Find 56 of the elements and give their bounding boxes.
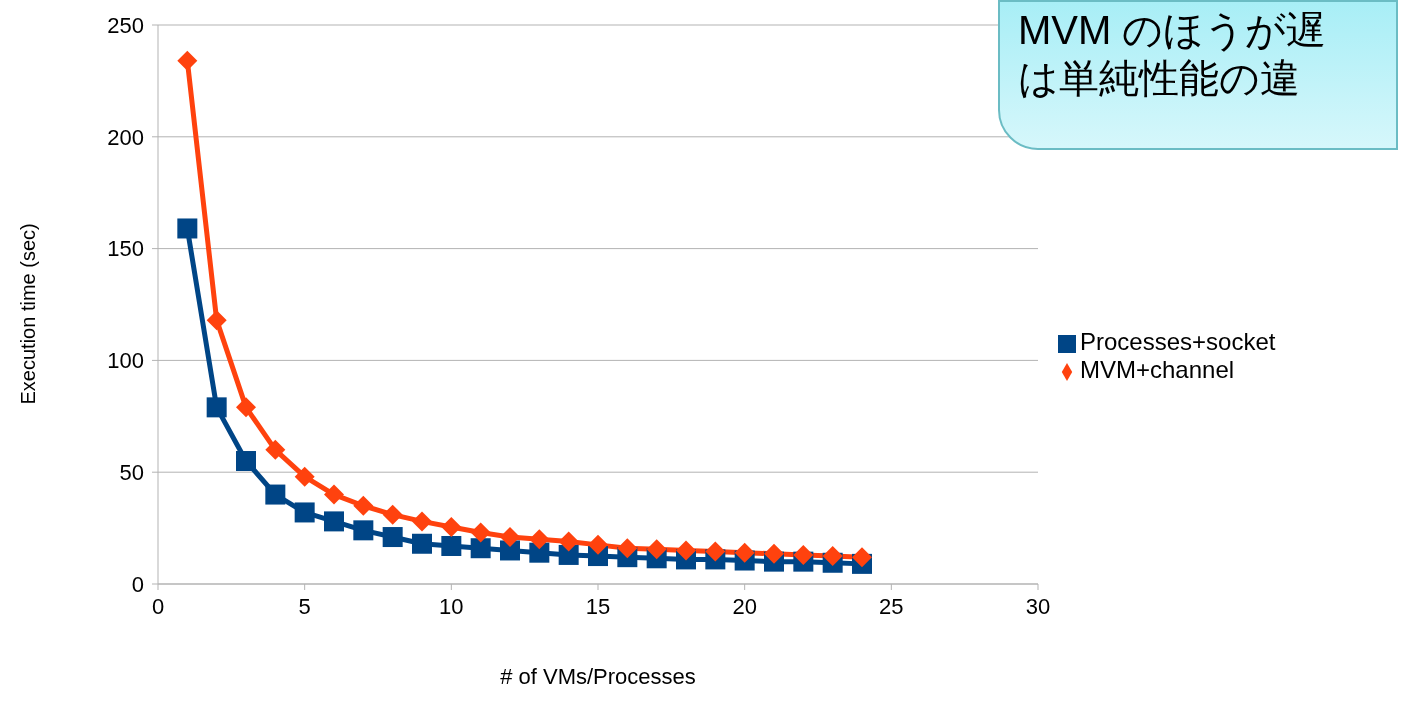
point (822, 546, 843, 567)
point (705, 541, 726, 562)
x-tick-label: 30 (1025, 593, 1051, 619)
point (236, 397, 256, 418)
point (558, 531, 579, 552)
legend-label: MVM+channel (1080, 356, 1235, 383)
point (294, 502, 315, 523)
legend-label: Processes+socket (1080, 328, 1276, 355)
point (353, 495, 374, 516)
point (441, 516, 462, 537)
point (206, 310, 227, 331)
point (265, 484, 286, 505)
x-axis-title: # of VMs/Processes (500, 664, 696, 689)
y-tick-label: 50 (119, 460, 144, 486)
point (646, 539, 667, 560)
y-tick-label: 0 (131, 571, 144, 597)
annotation: MVM のほうが遅 (1018, 7, 1328, 54)
point (470, 538, 491, 559)
point (500, 527, 520, 548)
x-tick-label: 15 (585, 593, 611, 619)
point (764, 543, 784, 564)
point (382, 504, 403, 525)
point (852, 547, 872, 568)
y-tick-label: 100 (107, 348, 144, 374)
point (265, 439, 286, 460)
x-tick-label: 0 (151, 593, 165, 619)
x-tick-label: 10 (439, 593, 464, 619)
point (529, 542, 550, 563)
point (412, 533, 432, 554)
point (676, 540, 696, 561)
y-tick-label: 200 (107, 124, 144, 150)
point (529, 529, 550, 550)
y-tick-label: 150 (107, 236, 144, 262)
x-tick-label: 20 (732, 593, 757, 619)
point (206, 397, 227, 418)
point (353, 520, 374, 541)
point (177, 218, 198, 239)
point (470, 522, 491, 543)
point (324, 511, 344, 532)
point (588, 534, 608, 555)
x-tick-label: 5 (298, 593, 311, 619)
point (324, 484, 344, 505)
point (734, 542, 755, 563)
point (294, 466, 315, 487)
point (412, 511, 432, 532)
x-tick-label: 25 (879, 593, 904, 619)
point (177, 50, 198, 71)
point (236, 451, 256, 472)
y-tick-label: 250 (107, 12, 144, 38)
y-axis-title: Execution time (sec) (17, 223, 40, 405)
callout-box: MVM のほうが遅 は単純性能の違 (998, 0, 1398, 150)
annotation: は単純性能の違 (1018, 55, 1301, 102)
point (441, 535, 462, 556)
point (382, 527, 403, 548)
point (617, 538, 638, 559)
point (793, 544, 814, 565)
